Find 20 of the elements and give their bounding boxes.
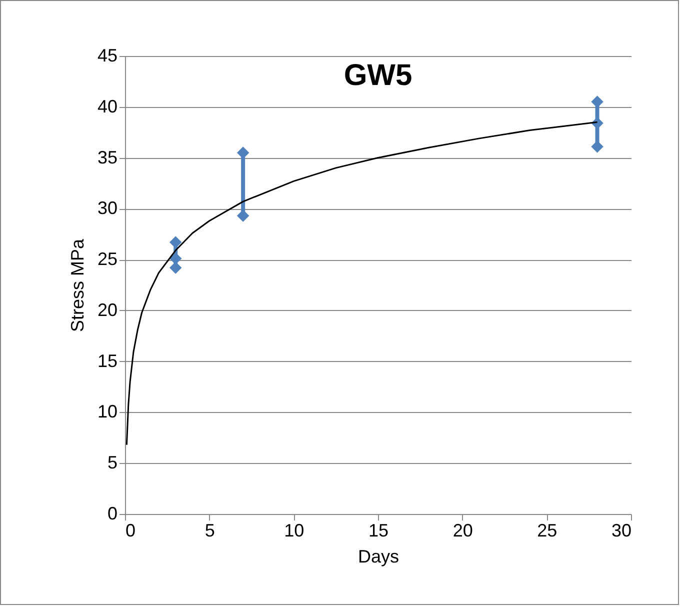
y-tick-label: 0	[107, 504, 118, 524]
y-tick-label: 35	[97, 147, 118, 168]
y-tick-label: 20	[97, 300, 118, 320]
x-tick-label: 10	[284, 520, 304, 540]
y-tick-label: 15	[97, 350, 118, 371]
x-tick-label: 5	[204, 520, 215, 540]
y-axis-title: Stress MPa	[67, 238, 88, 332]
y-tick-label: 45	[97, 46, 118, 66]
y-tick-label: 30	[97, 198, 118, 218]
x-tick-label: 25	[537, 520, 558, 540]
y-tick-label: 40	[97, 96, 118, 116]
y-tick-label: 25	[97, 249, 118, 270]
x-tick-label: 15	[368, 520, 389, 540]
x-tick-label: 20	[452, 520, 473, 540]
chart-title: GW5	[344, 59, 412, 92]
y-tick-label: 5	[107, 452, 118, 473]
x-axis-title: Days	[358, 546, 400, 566]
y-tick-label: 10	[97, 402, 118, 422]
x-tick-label: 30	[611, 520, 632, 540]
x-tick-label: 0	[126, 520, 136, 540]
